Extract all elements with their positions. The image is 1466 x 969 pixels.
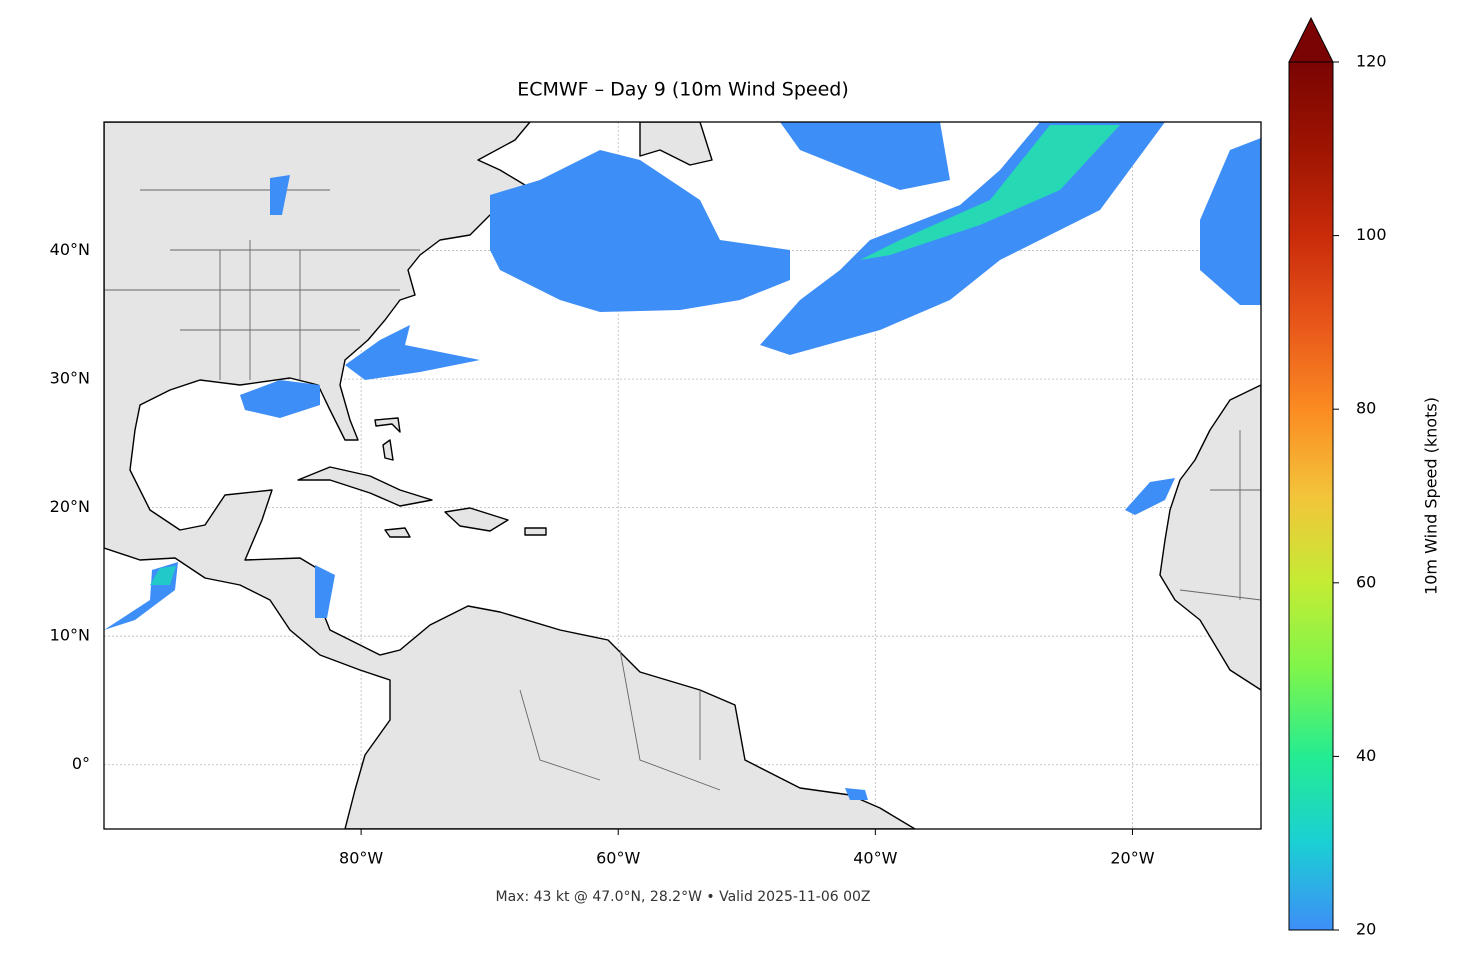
x-tick-label: 80°W — [339, 849, 383, 868]
land-americas — [104, 122, 916, 829]
x-tick-label: 40°W — [853, 849, 897, 868]
chart-title: ECMWF – Day 9 (10m Wind Speed) — [517, 79, 849, 101]
y-tick-label: 30°N — [50, 369, 90, 388]
land-puerto-rico — [524, 527, 547, 536]
land-hispaniola — [444, 507, 509, 532]
wind-field — [104, 122, 1261, 800]
land-bahamas — [374, 417, 401, 461]
y-tick-label: 40°N — [50, 240, 90, 259]
borders — [104, 189, 1261, 791]
land-newfoundland — [639, 122, 713, 166]
colorbar-tick-label: 20 — [1356, 920, 1376, 939]
x-tick-label: 60°W — [596, 849, 640, 868]
map-layer — [104, 122, 1261, 829]
land-jamaica — [384, 527, 411, 538]
y-tick-label: 10°N — [50, 626, 90, 645]
colorbar — [1288, 61, 1334, 931]
y-tick-label: 0° — [72, 754, 90, 773]
colorbar-tick-label: 120 — [1356, 52, 1387, 71]
colorbar-label: 10m Wind Speed (knots) — [1422, 397, 1441, 595]
land-africa — [1159, 384, 1261, 691]
annotation: Max: 43 kt @ 47.0°N, 28.2°W • Valid 2025… — [496, 889, 871, 905]
colorbar-tick-label: 40 — [1356, 746, 1376, 765]
x-tick-label: 20°W — [1110, 849, 1154, 868]
colorbar-tick-label: 80 — [1356, 399, 1376, 418]
plot-frame — [103, 121, 1262, 830]
y-tick-label: 20°N — [50, 497, 90, 516]
colorbar-tick-label: 100 — [1356, 225, 1387, 244]
colorbar-tick-label: 60 — [1356, 572, 1376, 591]
land-cuba — [297, 466, 433, 507]
colorbar-extend — [1288, 16, 1334, 63]
